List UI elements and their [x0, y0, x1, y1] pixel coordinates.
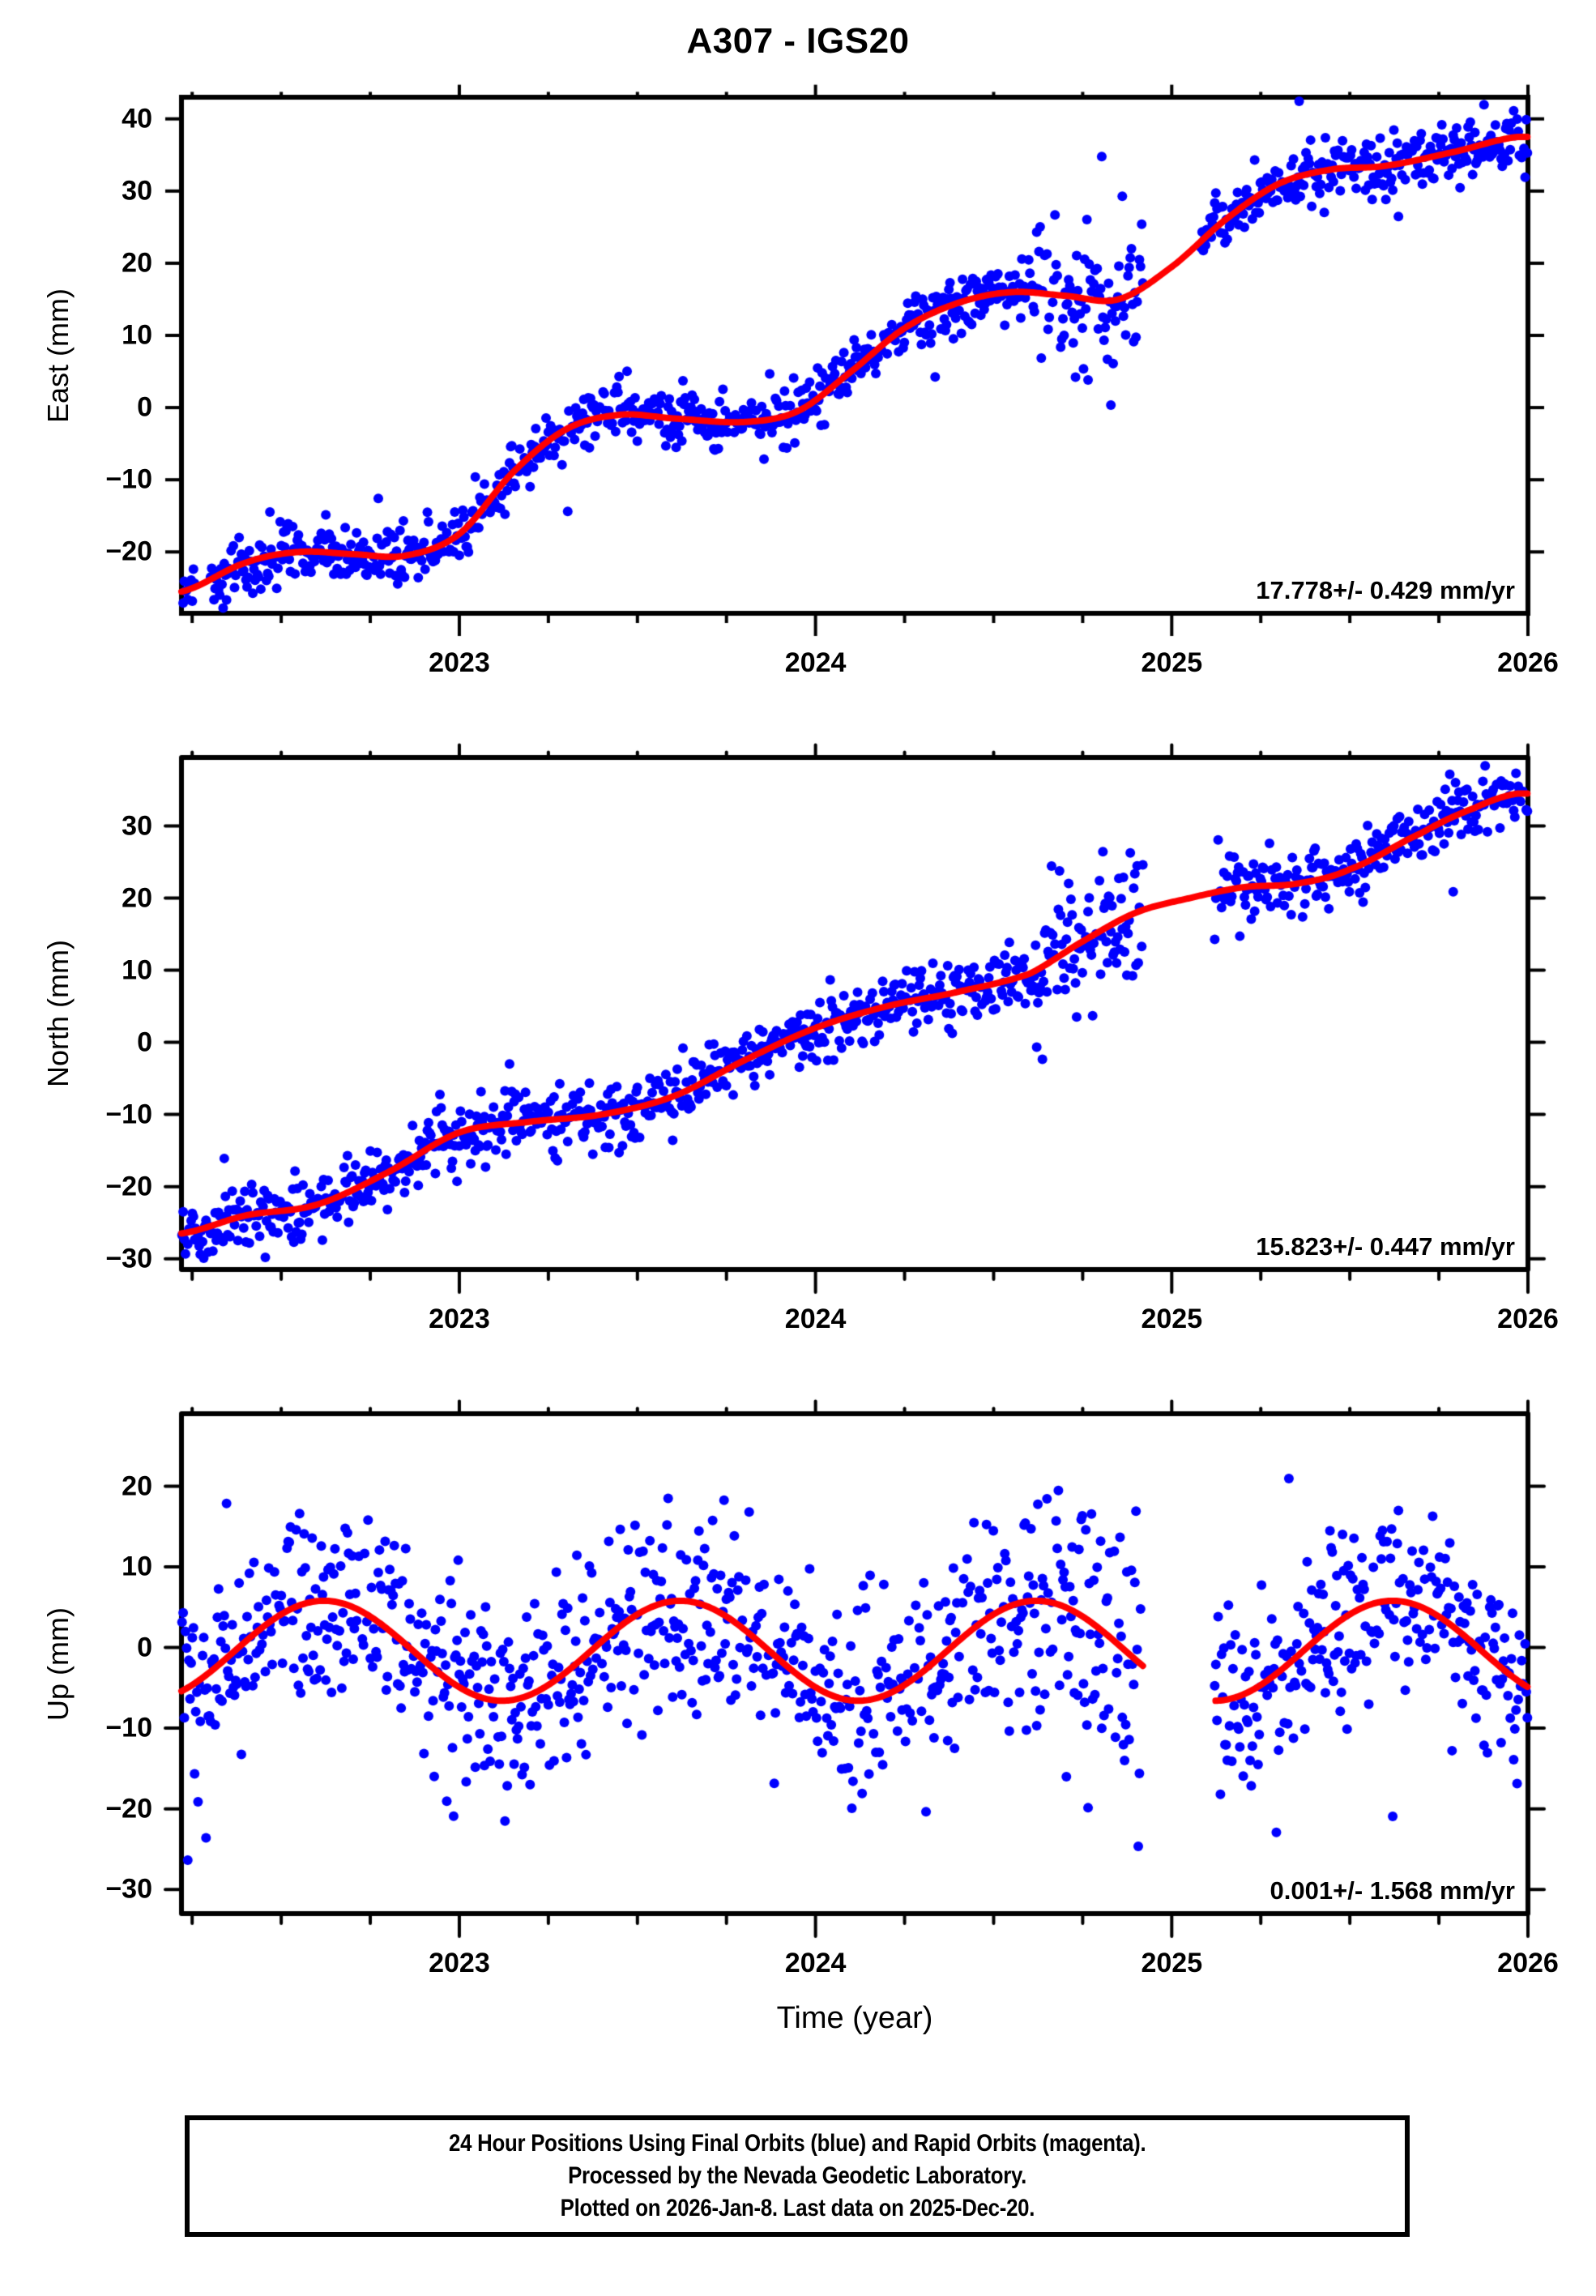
east-rate-label: 17.778+/- 0.429 mm/yr [1256, 576, 1515, 604]
north-y-tick-0: 0 [137, 1026, 152, 1058]
caption-line-2: Processed by the Nevada Geodetic Laborat… [567, 2162, 1026, 2189]
up-y-tick--30: −30 [105, 1873, 152, 1905]
x-axis-title: Time (year) [776, 2001, 933, 2035]
up-y-tick--20: −20 [105, 1793, 152, 1824]
east-x-tick-2026: 2026 [1497, 647, 1559, 678]
caption-line-1: 24 Hour Positions Using Final Orbits (bl… [448, 2130, 1146, 2157]
north-y-tick--10: −10 [105, 1099, 152, 1130]
north-x-tick-2023: 2023 [429, 1304, 490, 1334]
up-y-tick-0: 0 [137, 1632, 152, 1663]
up-x-tick-2024: 2024 [784, 1948, 847, 1978]
north-y-tick-30: 30 [122, 810, 152, 842]
up-rate-label: 0.001+/- 1.568 mm/yr [1270, 1876, 1515, 1905]
east-y-tick-10: 10 [122, 319, 152, 351]
east-y-tick-0: 0 [137, 391, 152, 423]
east-x-tick-2023: 2023 [429, 647, 490, 678]
up-y-tick--10: −10 [105, 1712, 152, 1743]
caption-box: 24 Hour Positions Using Final Orbits (bl… [185, 2115, 1410, 2237]
north-x-tick-2024: 2024 [784, 1304, 847, 1334]
up-x-tick-2025: 2025 [1141, 1948, 1203, 1978]
north-rate-label: 15.823+/- 0.447 mm/yr [1256, 1232, 1515, 1261]
north-y-tick-20: 20 [122, 882, 152, 914]
east-y-tick-30: 30 [122, 175, 152, 207]
up-y-tick-20: 20 [122, 1470, 152, 1502]
north-y-tick-10: 10 [122, 954, 152, 986]
north-x-tick-2026: 2026 [1497, 1304, 1559, 1334]
page-title: A307 - IGS20 [686, 21, 910, 61]
up-y-tick-10: 10 [122, 1551, 152, 1582]
north-y-tick--20: −20 [105, 1171, 152, 1202]
up-x-tick-2023: 2023 [429, 1948, 490, 1978]
east-y-tick--10: −10 [105, 463, 152, 495]
east-x-tick-2025: 2025 [1141, 647, 1203, 678]
up-axis-title: Up (mm) [41, 1607, 75, 1721]
north-y-tick--30: −30 [105, 1243, 152, 1274]
east-x-tick-2024: 2024 [784, 647, 847, 678]
east-y-tick-20: 20 [122, 247, 152, 279]
east-y-tick--20: −20 [105, 536, 152, 567]
up-x-tick-2026: 2026 [1497, 1948, 1559, 1978]
north-x-tick-2025: 2025 [1141, 1304, 1203, 1334]
east-y-tick-40: 40 [122, 103, 152, 134]
caption-line-3: Plotted on 2026-Jan-8. Last data on 2025… [560, 2195, 1035, 2221]
